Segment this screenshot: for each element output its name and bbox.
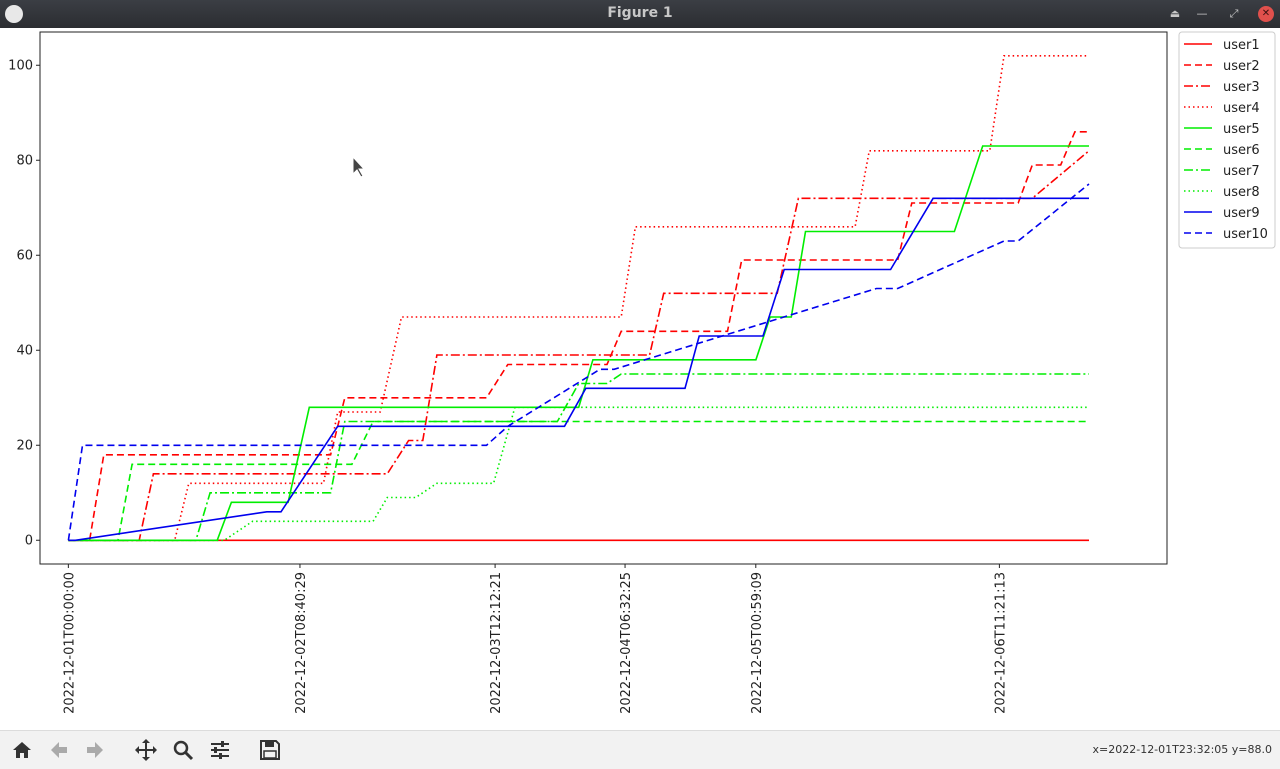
- series-line-user3: [68, 150, 1090, 542]
- zoom-icon[interactable]: [170, 737, 196, 763]
- close-icon[interactable]: ✕: [1258, 6, 1274, 22]
- y-tick-label: 20: [16, 438, 33, 453]
- x-tick-label: 2022-12-01T00:00:00: [62, 572, 77, 714]
- legend: user1 user2 user3 user4 user5 user6 user7 user8…: [1178, 31, 1276, 249]
- window-title: Figure 1: [607, 5, 673, 21]
- home-icon[interactable]: [9, 737, 35, 763]
- series-line-user6: [68, 420, 1089, 542]
- window-titlebar: Figure 1 ⏏ — ⤢ ✕: [0, 0, 1280, 28]
- x-tick-label: 2022-12-02T08:40:29: [294, 572, 309, 714]
- series-line-user8: [68, 406, 1089, 542]
- legend-label-user4: user4: [1223, 101, 1260, 116]
- series-line-user10: [67, 183, 1090, 541]
- configure-subplots-icon[interactable]: [207, 737, 233, 763]
- series-line-user4: [68, 54, 1089, 542]
- pan-icon[interactable]: [133, 737, 159, 763]
- legend-label-user8: user8: [1223, 185, 1260, 200]
- x-tick-label: 2022-12-04T06:32:25: [619, 572, 634, 714]
- legend-label-user3: user3: [1223, 80, 1260, 95]
- series-line-user2: [68, 131, 1089, 542]
- legend-label-user10: user10: [1223, 227, 1268, 242]
- series-layer: [67, 54, 1090, 542]
- y-tick-label: 100: [8, 58, 33, 73]
- legend-label-user7: user7: [1223, 164, 1260, 179]
- legend-label-user1: user1: [1223, 38, 1260, 53]
- legend-label-user9: user9: [1223, 206, 1260, 221]
- x-tick-label: 2022-12-05T00:59:09: [750, 572, 765, 714]
- y-tick-label: 40: [16, 343, 33, 358]
- forward-arrow-icon[interactable]: [82, 737, 108, 763]
- back-arrow-icon[interactable]: [46, 737, 72, 763]
- mouse-cursor-icon: [352, 155, 366, 178]
- restore-icon[interactable]: ⤢: [1229, 7, 1239, 20]
- axes-frame: [39, 31, 1168, 565]
- x-axis: 2022-12-01T00:00:00 2022-12-02T08:40:29 20…: [62, 564, 1008, 714]
- save-icon[interactable]: [257, 737, 283, 763]
- series-line-user5: [68, 145, 1089, 542]
- x-tick-label: 2022-12-03T12:12:21: [489, 572, 504, 714]
- y-tick-label: 80: [16, 153, 33, 168]
- y-tick-label: 0: [25, 533, 33, 548]
- legend-label-user2: user2: [1223, 59, 1260, 74]
- legend-label-user5: user5: [1223, 122, 1260, 137]
- legend-label-user6: user6: [1223, 143, 1260, 158]
- series-line-user7: [68, 373, 1089, 542]
- coordinate-readout: x=2022-12-01T23:32:05 y=88.0: [1092, 743, 1273, 756]
- minimize-icon[interactable]: —: [1196, 7, 1208, 20]
- series-line-user9: [68, 197, 1089, 542]
- y-tick-label: 60: [16, 248, 33, 263]
- y-axis: 0 20 40 60 80 100: [8, 58, 40, 548]
- app-icon: [5, 5, 23, 23]
- navigation-toolbar: x=2022-12-01T23:32:05 y=88.0: [0, 730, 1280, 769]
- eject-icon[interactable]: ⏏: [1169, 7, 1181, 20]
- x-tick-label: 2022-12-06T11:21:13: [993, 572, 1008, 714]
